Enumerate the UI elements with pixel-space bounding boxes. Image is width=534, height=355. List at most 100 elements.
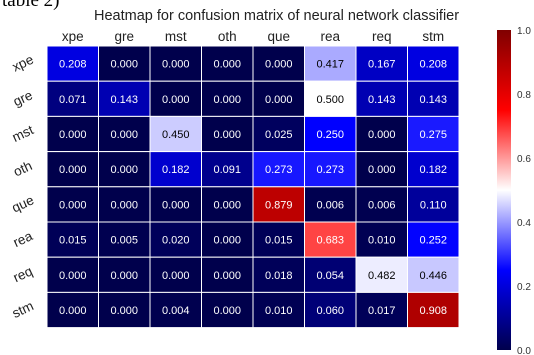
heatmap-cell xyxy=(98,45,151,82)
heatmap-cell xyxy=(201,291,254,329)
cell-value-label: 0.273 xyxy=(316,164,344,176)
colorbar xyxy=(497,30,511,350)
cell-value-label: 0.208 xyxy=(59,59,87,71)
heatmap-cell xyxy=(407,186,460,223)
colorbar-tick-label: 1.0 xyxy=(517,26,531,37)
heatmap-cell xyxy=(407,256,460,293)
heatmap-cell xyxy=(355,115,408,153)
heatmap-cell xyxy=(46,186,99,223)
heatmap-cell xyxy=(201,115,254,153)
heatmap-cell xyxy=(201,80,254,117)
heatmap-cell xyxy=(355,256,408,293)
cell-value-label: 0.000 xyxy=(162,94,190,106)
heatmap-cell xyxy=(304,186,357,223)
cell-value-label: 0.000 xyxy=(213,59,241,71)
cell-value-label: 0.091 xyxy=(213,164,241,176)
cell-value-label: 0.000 xyxy=(110,199,138,211)
colorbar-tick-label: 0.0 xyxy=(517,346,531,355)
cell-value-label: 0.273 xyxy=(265,164,293,176)
cell-value-label: 0.020 xyxy=(162,235,190,247)
cell-value-label: 0.143 xyxy=(419,94,447,106)
cell-value-label: 0.000 xyxy=(59,129,87,141)
heatmap-cell xyxy=(46,291,99,329)
x-tick-label: rea xyxy=(320,29,340,44)
cell-value-label: 0.143 xyxy=(110,94,138,106)
heatmap-cell xyxy=(304,80,357,117)
heatmap-cell xyxy=(98,151,151,188)
heatmap-cell xyxy=(149,45,202,82)
cell-value-label: 0.054 xyxy=(316,270,344,282)
cell-value-label: 0.071 xyxy=(59,94,87,106)
cell-value-label: 0.000 xyxy=(213,305,241,317)
cell-value-label: 0.000 xyxy=(213,270,241,282)
cell-value-label: 0.446 xyxy=(419,270,447,282)
cell-value-label: 0.000 xyxy=(110,59,138,71)
heatmap-cell xyxy=(355,151,408,188)
heatmap-cell xyxy=(201,45,254,82)
cell-value-label: 0.000 xyxy=(162,59,190,71)
cell-value-label: 0.060 xyxy=(316,305,344,317)
y-tick-label: stm xyxy=(10,298,36,321)
y-tick-label: req xyxy=(11,263,35,285)
cell-value-label: 0.017 xyxy=(368,305,396,317)
heatmap-cell xyxy=(201,186,254,223)
cell-value-label: 0.482 xyxy=(368,270,396,282)
cell-value-label: 0.000 xyxy=(213,94,241,106)
x-tick-label: req xyxy=(372,29,392,44)
heatmap-cell xyxy=(252,291,305,329)
cell-value-label: 0.004 xyxy=(162,305,190,317)
cell-value-label: 0.450 xyxy=(162,129,190,141)
cell-value-label: 0.000 xyxy=(368,164,396,176)
y-tick-label: gre xyxy=(11,87,35,109)
chart-title: Heatmap for confusion matrix of neural n… xyxy=(94,8,460,24)
heatmap-cell xyxy=(252,115,305,153)
heatmap-cell xyxy=(201,221,254,258)
heatmap-cell xyxy=(98,221,151,258)
cell-value-label: 0.006 xyxy=(316,199,344,211)
cell-value-label: 0.417 xyxy=(316,59,344,71)
heatmap-cell xyxy=(407,221,460,258)
x-tick-label: mst xyxy=(165,29,187,44)
cell-value-label: 0.182 xyxy=(162,164,190,176)
cell-value-label: 0.005 xyxy=(110,235,138,247)
heatmap-cell xyxy=(304,115,357,153)
cell-value-label: 0.015 xyxy=(59,235,87,247)
heatmap-cell xyxy=(355,291,408,329)
y-tick-label: oth xyxy=(11,158,34,180)
cell-value-label: 0.000 xyxy=(162,270,190,282)
partial-top-text: table 2) xyxy=(2,0,60,11)
x-tick-label: gre xyxy=(114,29,134,44)
cell-value-label: 0.000 xyxy=(110,164,138,176)
cell-value-label: 0.010 xyxy=(265,305,293,317)
cell-value-label: 0.000 xyxy=(110,305,138,317)
cell-value-label: 0.500 xyxy=(316,94,344,106)
cell-value-label: 0.018 xyxy=(265,270,293,282)
heatmap-cell xyxy=(355,80,408,117)
cell-value-label: 0.683 xyxy=(316,235,344,247)
cell-value-label: 0.110 xyxy=(420,199,447,211)
heatmap-cell xyxy=(46,221,99,258)
cell-value-label: 0.275 xyxy=(419,129,447,141)
cell-value-label: 0.143 xyxy=(368,94,396,106)
cell-value-label: 0.000 xyxy=(265,59,293,71)
cell-value-label: 0.167 xyxy=(368,59,396,71)
heatmap-cell xyxy=(46,115,99,153)
heatmap-cell xyxy=(149,291,202,329)
colorbar-tick-label: 0.4 xyxy=(517,218,531,229)
y-tick-label: que xyxy=(9,192,36,215)
x-tick-label: que xyxy=(267,29,290,44)
cell-value-label: 0.025 xyxy=(265,129,293,141)
heatmap-cell xyxy=(304,45,357,82)
cell-value-label: 0.182 xyxy=(419,164,447,176)
colorbar-tick-label: 0.6 xyxy=(517,154,531,165)
cell-value-label: 0.000 xyxy=(59,164,87,176)
heatmap-cell xyxy=(98,291,151,329)
heatmap-cell xyxy=(304,151,357,188)
heatmap-cell xyxy=(98,256,151,293)
heatmap-cell xyxy=(252,256,305,293)
cell-value-label: 0.000 xyxy=(162,199,190,211)
cell-value-label: 0.908 xyxy=(419,305,447,317)
heatmap-cell xyxy=(407,115,460,153)
cell-value-label: 0.208 xyxy=(419,59,447,71)
